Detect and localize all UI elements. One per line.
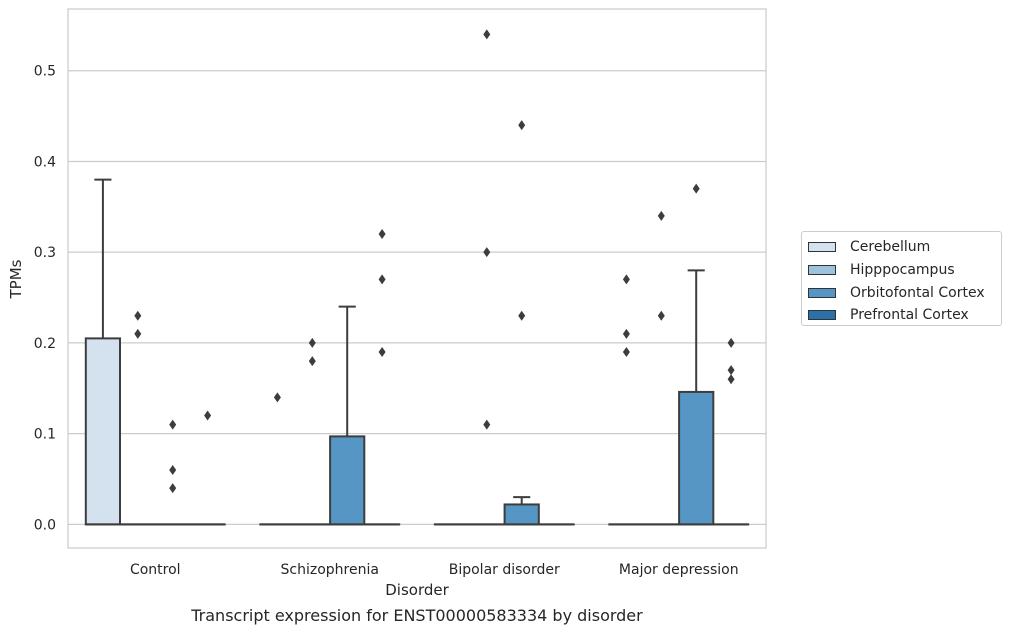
grid-lines: [68, 70, 766, 526]
y-tick-labels: 0.0 0.1 0.2 0.3 0.4 0.5: [34, 64, 56, 534]
outlier-point: [483, 29, 491, 40]
outlier-point: [692, 183, 700, 194]
outlier-point: [483, 419, 491, 430]
x-tick-label: Bipolar disorder: [449, 562, 560, 578]
x-tick-label: Major depression: [619, 562, 739, 578]
box-plot: [643, 210, 680, 526]
box-body: [84, 337, 122, 526]
legend-swatch-cerebellum: [808, 242, 836, 253]
box-plot: [84, 178, 122, 526]
box-plot: [468, 29, 505, 526]
outlier-point: [378, 347, 386, 357]
legend-item-orbitofrontal-cortex: Orbitofontal Cortex: [808, 281, 1001, 304]
legend-swatch-hippocampus: [808, 265, 836, 276]
outlier-point: [657, 310, 665, 321]
box-body: [678, 390, 715, 526]
outlier-point: [622, 347, 630, 357]
box-plot: [503, 120, 540, 526]
y-tick-label: 0.1: [34, 427, 56, 443]
y-axis-label: TPMs: [7, 259, 25, 299]
outlier-point: [134, 310, 142, 321]
plot-area-frame: [67, 8, 767, 549]
box-body: [329, 435, 366, 526]
outlier-point: [727, 374, 735, 385]
x-tick-labels: Control Schizophrenia Bipolar disorder Majo…: [130, 562, 739, 578]
outlier-point: [727, 337, 735, 348]
outlier-point: [483, 247, 491, 258]
x-tick-label: Schizophrenia: [281, 562, 379, 578]
y-tick-label: 0.4: [34, 154, 56, 170]
legend-item-cerebellum: Cerebellum: [808, 236, 1001, 259]
legend-swatch-prefrontal-cortex: [808, 310, 836, 321]
box-plot: [329, 305, 366, 526]
box-plot: [608, 274, 645, 526]
outlier-point: [308, 356, 316, 367]
legend-label-orbitofrontal-cortex: Orbitofontal Cortex: [850, 284, 985, 301]
outlier-point: [134, 328, 142, 339]
outlier-point: [622, 274, 630, 285]
outlier-point: [378, 229, 386, 240]
outlier-point: [378, 274, 386, 285]
y-tick-label: 0.5: [34, 64, 56, 80]
legend-swatch-orbitofrontal-cortex: [808, 287, 836, 298]
legend: Cerebellum Hipppocampus Orbitofontal Cor…: [801, 231, 1002, 326]
outlier-point: [273, 392, 281, 403]
box-plot: [678, 183, 715, 526]
legend-item-prefrontal-cortex: Prefrontal Cortex: [808, 304, 1001, 327]
box-plots: [84, 29, 750, 526]
box-plot: [259, 392, 296, 526]
figure-caption: Transcript expression for ENST0000058333…: [191, 606, 643, 625]
box-plot: [189, 410, 226, 526]
y-tick-label: 0.3: [34, 245, 56, 261]
x-axis-label: Disorder: [385, 581, 449, 599]
box-plot: [363, 229, 401, 526]
y-tick-label: 0.2: [34, 336, 56, 352]
outlier-point: [518, 120, 526, 131]
outlier-point: [727, 365, 735, 376]
box-plot: [154, 419, 191, 526]
outlier-point: [518, 310, 526, 321]
outlier-point: [169, 419, 177, 430]
legend-label-cerebellum: Cerebellum: [850, 239, 931, 256]
box-plot: [294, 337, 331, 526]
legend-label-prefrontal-cortex: Prefrontal Cortex: [850, 307, 969, 324]
outlier-point: [169, 464, 177, 475]
legend-item-hippocampus: Hipppocampus: [808, 259, 1001, 282]
x-tick-label: Control: [130, 562, 181, 578]
outlier-point: [204, 410, 212, 421]
outlier-point: [308, 337, 316, 348]
legend-label-hippocampus: Hipppocampus: [850, 262, 955, 279]
box-body: [503, 503, 540, 526]
outlier-point: [657, 210, 665, 221]
y-tick-label: 0.0: [34, 517, 56, 533]
outlier-point: [169, 483, 177, 494]
box-plot: [712, 337, 750, 526]
outlier-point: [622, 328, 630, 339]
